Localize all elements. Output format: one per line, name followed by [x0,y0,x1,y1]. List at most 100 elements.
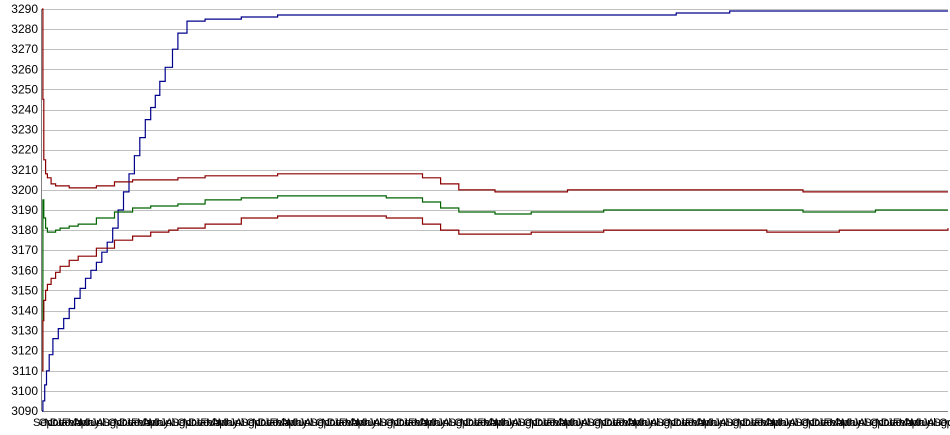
x-tick-label: Dec [189,417,209,429]
y-tick-label: 3210 [11,163,38,177]
x-tick-label: May [772,417,793,429]
x-tick-label: Jun [362,417,380,429]
x-tick-label: Oct [247,417,264,429]
x-tick-label: Apr [835,417,852,429]
x-tick-label: Jan [818,417,836,429]
x-tick-label: Oct [939,417,950,429]
x-tick-label: Sep [933,417,950,429]
x-tick-label: Sep [518,417,538,429]
x-tick-label: Mar [622,417,641,429]
y-tick-label: 3270 [11,42,38,56]
x-tick-label: Nov [183,417,203,429]
x-tick-label: Oct [316,417,333,429]
x-tick-label: Jan [195,417,213,429]
x-tick-label: Jan [333,417,351,429]
x-tick-label: Sep [33,417,53,429]
x-tick-label: Aug [720,417,740,429]
x-tick-label: Sep [448,417,468,429]
x-tick-label: Jul [437,417,451,429]
x-tick-label: Jul [922,417,936,429]
x-tick-label: Jul [645,417,659,429]
x-tick-label: Apr [73,417,90,429]
x-tick-label: May [356,417,377,429]
x-tick-label: Nov [529,417,549,429]
x-tick-label: Aug [581,417,601,429]
x-tick-label: Dec [258,417,278,429]
x-tick-label: Jul [714,417,728,429]
y-tick-label: 3240 [11,103,38,117]
x-tick-label: Oct [524,417,541,429]
x-tick-label: May [910,417,931,429]
x-tick-label: Feb [824,417,843,429]
x-tick-label: Jan [125,417,143,429]
x-tick-label: Aug [166,417,186,429]
x-tick-label: Mar [345,417,364,429]
x-tick-label: Aug [858,417,878,429]
x-tick-label: Aug [650,417,670,429]
x-tick-label: May [702,417,723,429]
x-tick-label: Mar [691,417,710,429]
x-tick-label: Aug [789,417,809,429]
x-tick-label: Jul [368,417,382,429]
x-tick-label: Dec [674,417,694,429]
x-tick-label: Oct [385,417,402,429]
x-tick-label: Apr [558,417,575,429]
x-tick-label: Feb [200,417,219,429]
x-tick-label: Sep [171,417,191,429]
y-tick-label: 3160 [11,263,38,277]
series-line-3 [42,195,948,372]
y-tick-label: 3150 [11,283,38,297]
y-tick-label: 3220 [11,143,38,157]
series-line-2 [42,8,948,193]
x-tick-label: May [633,417,654,429]
x-tick-label: Nov [668,417,688,429]
x-tick-label: Aug [512,417,532,429]
x-tick-label: Oct [662,417,679,429]
x-tick-label: Feb [62,417,81,429]
x-tick-label: Dec [535,417,555,429]
x-tick-labels: SepOctNovDecJanFebMarAprMayJunJulAugSepO… [33,417,950,429]
x-tick-label: Jun [85,417,103,429]
x-tick-label: Dec [604,417,624,429]
x-tick-label: Jul [575,417,589,429]
x-tick-label: Nov [45,417,65,429]
x-tick-label: Sep [656,417,676,429]
y-tick-label: 3190 [11,203,38,217]
x-tick-label: Aug [304,417,324,429]
x-tick-label: Jun [570,417,588,429]
x-tick-label: Sep [725,417,745,429]
x-tick-label: May [564,417,585,429]
x-tick-label: Nov [322,417,342,429]
x-tick-label: Aug [373,417,393,429]
x-tick-label: Feb [685,417,704,429]
x-tick-label: Oct [801,417,818,429]
x-tick-label: Mar [899,417,918,429]
x-tick-label: Apr [350,417,367,429]
x-tick-label: Feb [270,417,289,429]
x-tick-label: Jul [783,417,797,429]
x-tick-label: Apr [281,417,298,429]
x-tick-label: Jan [610,417,628,429]
x-tick-label: Mar [829,417,848,429]
x-tick-label: May [841,417,862,429]
x-tick-label: Nov [391,417,411,429]
y-tick-label: 3090 [11,404,38,418]
x-tick-label: May [79,417,100,429]
x-tick-label: Oct [731,417,748,429]
x-tick-label: Jun [154,417,172,429]
x-tick-label: Mar [483,417,502,429]
x-tick-label: Dec [327,417,347,429]
x-tick-label: Oct [39,417,56,429]
x-tick-label: Apr [143,417,160,429]
y-tick-label: 3250 [11,82,38,96]
x-tick-label: Apr [420,417,437,429]
x-tick-label: Oct [454,417,471,429]
y-tick-label: 3260 [11,62,38,76]
x-tick-label: Jul [91,417,105,429]
x-tick-label: Jun [293,417,311,429]
x-tick-label: Mar [68,417,87,429]
x-tick-label: Jan [679,417,697,429]
x-tick-label: Jun [777,417,795,429]
x-tick-label: Apr [489,417,506,429]
y-tick-label: 3140 [11,304,38,318]
